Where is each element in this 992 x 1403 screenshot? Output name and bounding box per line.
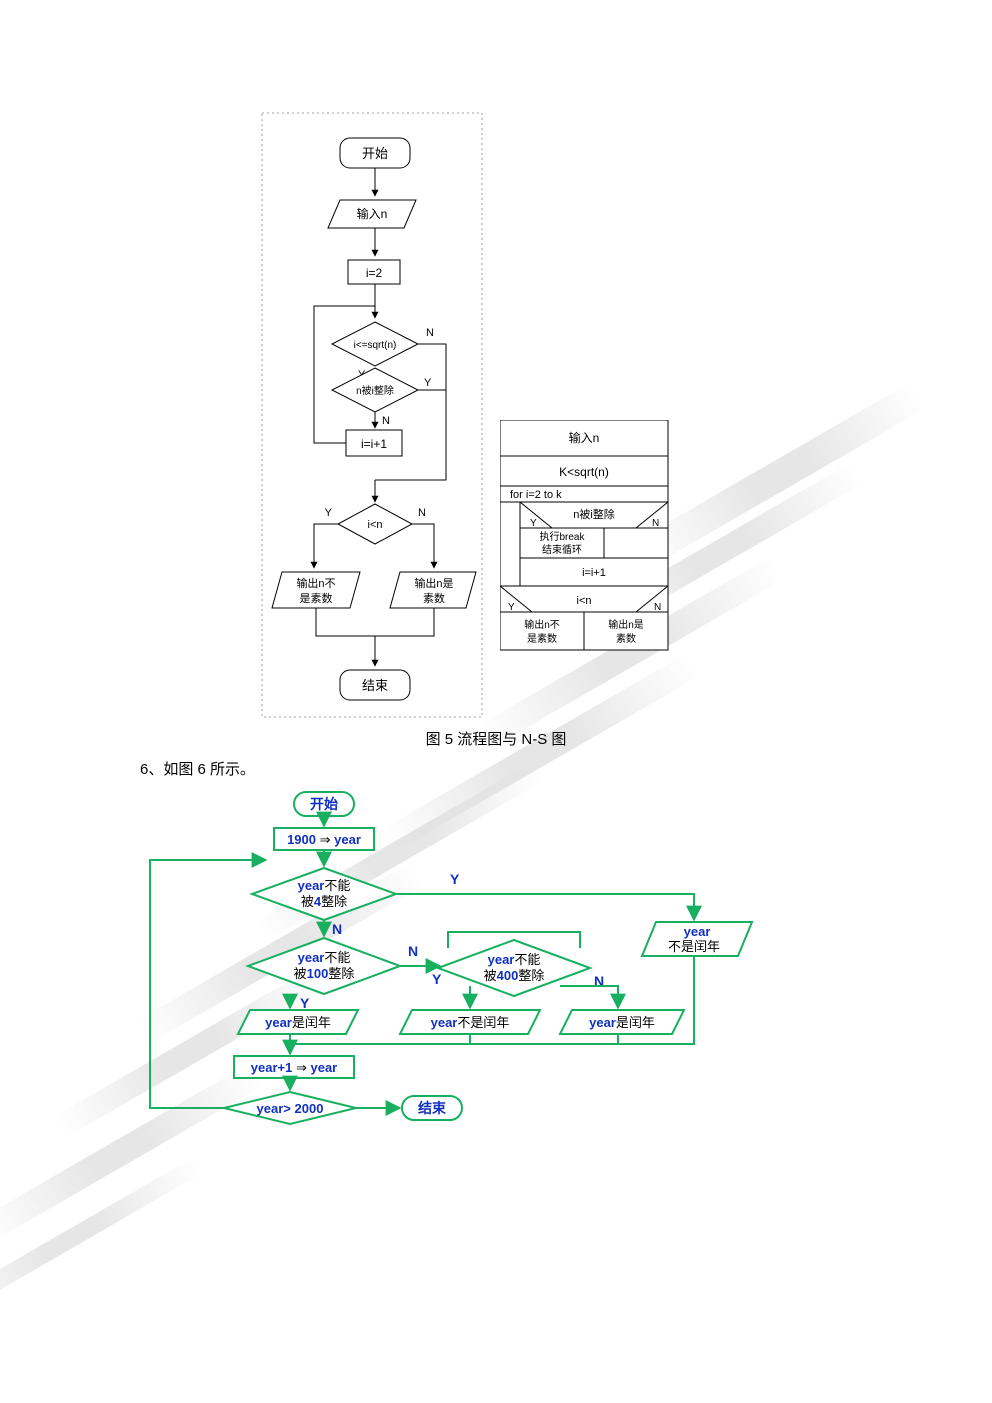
ns-dec-N: N: [654, 602, 661, 613]
svg-text:N: N: [332, 921, 342, 937]
leap-assign-var: year: [334, 832, 361, 847]
svg-text:被100整除: 被100整除: [294, 966, 355, 981]
flowchart-prime: 开始 输入n i=2 i<=sqrt(n) N Y n被i整除 Y N i=i+…: [0, 0, 992, 720]
ns-cond-N: N: [652, 518, 659, 529]
svg-text:不是闰年: 不是闰年: [668, 939, 720, 954]
inc-label: i=i+1: [361, 437, 387, 451]
outL-l2: 是素数: [300, 592, 333, 605]
leap-end-label: 结束: [418, 1100, 447, 1116]
ns-cond: n被i整除: [573, 507, 615, 521]
ns-row1: 输入n: [569, 430, 600, 445]
svg-text:year不是闰年: year不是闰年: [431, 1015, 510, 1030]
assign-label: i=2: [366, 266, 383, 280]
dec2-label: n被i整除: [356, 384, 394, 397]
svg-text:year是闰年: year是闰年: [265, 1015, 331, 1030]
ns-iinc: i=i+1: [582, 567, 606, 579]
dec3-Y: Y: [325, 507, 333, 519]
svg-text:year是闰年: year是闰年: [589, 1015, 655, 1030]
svg-text:Y: Y: [450, 871, 460, 887]
ns-cond-Y: Y: [530, 518, 537, 529]
ns-dec-Y: Y: [508, 602, 515, 613]
outR-l1: 输出n是: [414, 576, 453, 590]
ns-dec: i<n: [577, 595, 592, 607]
leap-assign-const: 1900: [287, 832, 316, 847]
svg-text:1900 ⇒ yea: 1900 ⇒ year: [287, 832, 361, 847]
svg-text:year不能: year不能: [298, 878, 351, 893]
ns-row3: for i=2 to k: [510, 489, 562, 501]
svg-text:year不能: year不能: [488, 952, 541, 967]
ns-break1: 执行break: [539, 530, 585, 543]
dec3-label: i<n: [368, 519, 383, 531]
dec3-N: N: [418, 507, 426, 519]
ns-break2: 结束循环: [542, 543, 582, 556]
svg-text:year+1 ⇒ year: year+1 ⇒ year: [251, 1060, 337, 1075]
svg-text:year> 2000: year> 2000: [257, 1101, 324, 1116]
dec1-label: i<=sqrt(n): [354, 340, 397, 351]
svg-text:被400整除: 被400整除: [484, 968, 545, 983]
svg-text:year不能: year不能: [298, 950, 351, 965]
flowchart-leap: 开始 1900 ⇒ year year不能 被4整除 Y N year 不是闰年: [0, 780, 992, 1140]
ns-diagram: 输入n K<sqrt(n) for i=2 to k n被i整除 Y N 执行b…: [500, 420, 700, 720]
svg-text:N: N: [408, 943, 418, 959]
outR-l2: 素数: [423, 592, 445, 605]
ns-outL2: 是素数: [527, 632, 557, 645]
ns-outR1: 输出n是: [608, 618, 644, 631]
dec1-N: N: [426, 327, 434, 339]
input-label: 输入n: [357, 206, 388, 221]
start-label: 开始: [362, 146, 388, 161]
figure5-caption: 图 5 流程图与 N-S 图: [0, 728, 992, 749]
dec2-N: N: [382, 415, 390, 427]
svg-text:被4整除: 被4整除: [301, 894, 347, 909]
svg-text:year: year: [684, 924, 711, 939]
svg-text:Y: Y: [432, 971, 442, 987]
ns-outR2: 素数: [616, 632, 636, 645]
svg-text:Y: Y: [300, 995, 310, 1011]
end-label: 结束: [362, 678, 388, 693]
dec2-Y: Y: [424, 377, 432, 389]
outL-l1: 输出n不: [296, 576, 335, 590]
ns-row2: K<sqrt(n): [559, 465, 609, 479]
ns-outL1: 输出n不: [524, 618, 560, 631]
leap-assign-arrow: ⇒: [320, 832, 331, 847]
leap-start-label: 开始: [310, 796, 338, 812]
item6-text: 6、如图 6 所示。: [140, 758, 255, 779]
